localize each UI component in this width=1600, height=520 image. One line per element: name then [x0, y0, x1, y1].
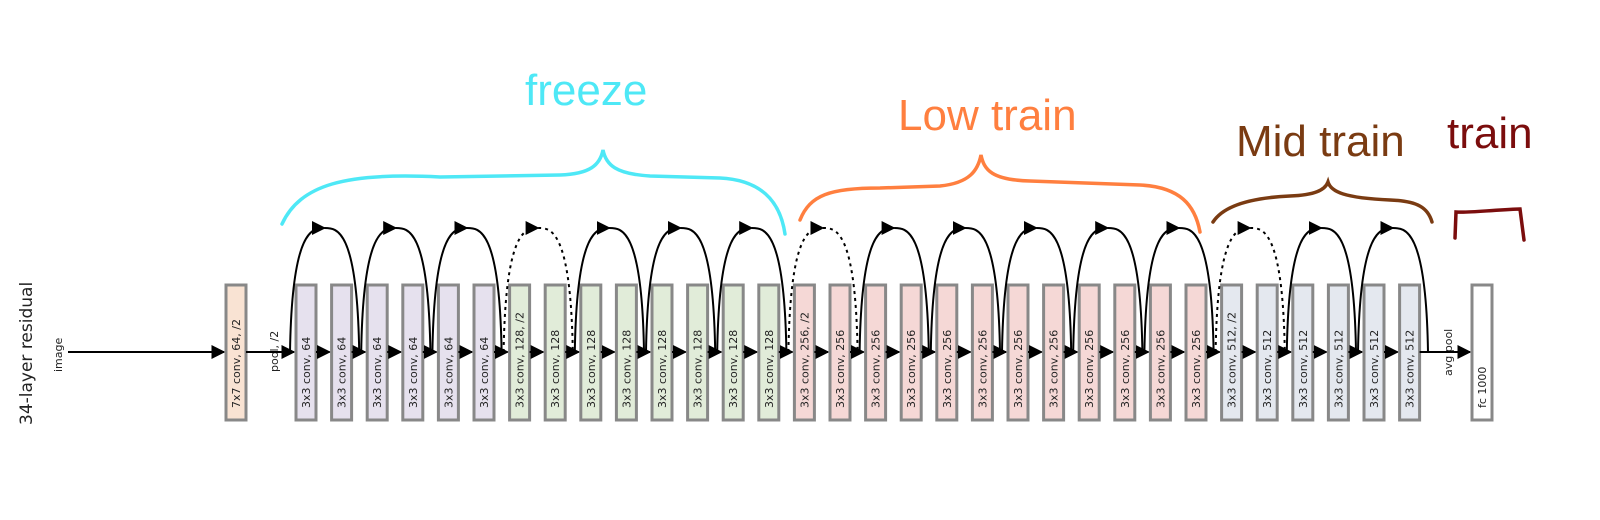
- freeze-brace: [280, 149, 787, 236]
- skip-arc-8-rise: [787, 221, 825, 353]
- skip-arc-8-fall: [822, 227, 859, 353]
- layer-box-16-label: 3x3 conv, 256: [834, 330, 847, 408]
- skip-arc-13-rise: [1143, 221, 1181, 353]
- train-label: train: [1447, 109, 1533, 158]
- layer-box-6-label: 3x3 conv, 64: [478, 337, 491, 408]
- layer-box-17-label: 3x3 conv, 256: [870, 330, 883, 408]
- low-train-brace: [798, 154, 1202, 234]
- layer-box-21-label: 3x3 conv, 256: [1012, 330, 1025, 408]
- conv1-box-label: 7x7 conv, 64, /2: [230, 319, 243, 408]
- skip-arc-5-fall: [609, 227, 645, 353]
- mid-train-label: Mid train: [1236, 117, 1405, 166]
- skip-arc-9-fall: [894, 227, 930, 353]
- skip-arc-16-fall: [1392, 227, 1429, 353]
- skip-arc-2-rise: [360, 221, 398, 353]
- layer-box-10-label: 3x3 conv, 128: [620, 330, 633, 408]
- skip-arc-14-fall: [1250, 227, 1286, 353]
- skip-arc-10-rise: [929, 221, 967, 353]
- layer-box-25-label: 3x3 conv, 256: [1154, 330, 1167, 408]
- skip-arc-12-rise: [1072, 221, 1110, 353]
- skip-arc-6-rise: [645, 221, 682, 353]
- skip-arc-2-fall: [395, 227, 432, 353]
- skip-arc-15-fall: [1321, 227, 1357, 353]
- layer-box-12-label: 3x3 conv, 128: [692, 330, 705, 408]
- skip-connections: [289, 221, 1429, 353]
- skip-arc-5-rise: [573, 221, 611, 353]
- skip-arc-6-fall: [680, 227, 717, 353]
- mid-train-brace: [1211, 176, 1434, 224]
- skip-arc-7-rise: [716, 221, 754, 353]
- skip-arc-9-rise: [858, 221, 896, 353]
- layer-box-20-label: 3x3 conv, 256: [976, 330, 989, 408]
- layer-box-11-label: 3x3 conv, 128: [656, 330, 669, 408]
- layer-box-24-label: 3x3 conv, 256: [1119, 330, 1132, 408]
- layer-box-23-label: 3x3 conv, 256: [1083, 330, 1096, 408]
- skip-arc-1-fall: [324, 227, 361, 353]
- skip-arc-15-rise: [1285, 221, 1323, 353]
- layer-box-27-label: 3x3 conv, 512, /2: [1226, 312, 1239, 408]
- input-label: image: [52, 338, 65, 372]
- skip-arc-13-fall: [1178, 227, 1215, 353]
- layer-box-5-label: 3x3 conv, 64: [442, 337, 455, 408]
- layer-box-2-label: 3x3 conv, 64: [336, 337, 349, 408]
- layer-box-1-label: 3x3 conv, 64: [300, 337, 313, 408]
- layer-box-9-label: 3x3 conv, 128: [585, 330, 598, 408]
- layer-box-4-label: 3x3 conv, 64: [407, 337, 420, 408]
- skip-arc-1-rise: [289, 221, 326, 353]
- layer-box-3-label: 3x3 conv, 64: [371, 337, 384, 408]
- skip-arc-11-fall: [1036, 227, 1073, 353]
- layer-box-19-label: 3x3 conv, 256: [941, 330, 954, 408]
- fc-box-label: fc 1000: [1476, 367, 1489, 408]
- layer-box-13-label: 3x3 conv, 128: [727, 330, 740, 408]
- skip-arc-4-fall: [538, 227, 574, 353]
- layer-box-22-label: 3x3 conv, 256: [1048, 330, 1061, 408]
- skip-arc-12-fall: [1107, 227, 1144, 353]
- layer-box-14-label: 3x3 conv, 128: [763, 330, 776, 408]
- layer-box-31-label: 3x3 conv, 512: [1368, 330, 1381, 408]
- layer-box-18-label: 3x3 conv, 256: [905, 330, 918, 408]
- layer-flow: 7x7 conv, 64, /2 3x3 conv, 64 3x3 conv, 64…: [68, 283, 1494, 422]
- skip-arc-4-rise: [502, 221, 540, 353]
- layer-box-15-label: 3x3 conv, 256, /2: [798, 312, 811, 408]
- skip-arc-3-rise: [431, 221, 469, 353]
- freeze-label: freeze: [525, 66, 647, 115]
- layer-box-30-label: 3x3 conv, 512: [1332, 330, 1345, 408]
- skip-arc-7-fall: [751, 227, 788, 353]
- layer-box-7-label: 3x3 conv, 128, /2: [514, 312, 527, 408]
- layer-box-8-label: 3x3 conv, 128: [549, 330, 562, 408]
- layer-box-32-label: 3x3 conv, 512: [1404, 330, 1417, 408]
- network-label: 34-layer residual: [17, 282, 37, 425]
- low-train-label: Low train: [898, 91, 1077, 140]
- skip-arc-3-fall: [466, 227, 503, 353]
- skip-arc-10-fall: [965, 227, 1001, 353]
- layer-box-26-label: 3x3 conv, 256: [1190, 330, 1203, 408]
- fc-box: [1470, 283, 1494, 422]
- layer-box-28-label: 3x3 conv, 512: [1261, 330, 1274, 408]
- skip-arc-16-rise: [1357, 221, 1395, 353]
- layer-box-29-label: 3x3 conv, 512: [1297, 330, 1310, 408]
- skip-arc-11-rise: [1001, 221, 1038, 353]
- train-brace: [1453, 207, 1526, 242]
- skip-arc-14-rise: [1214, 221, 1252, 353]
